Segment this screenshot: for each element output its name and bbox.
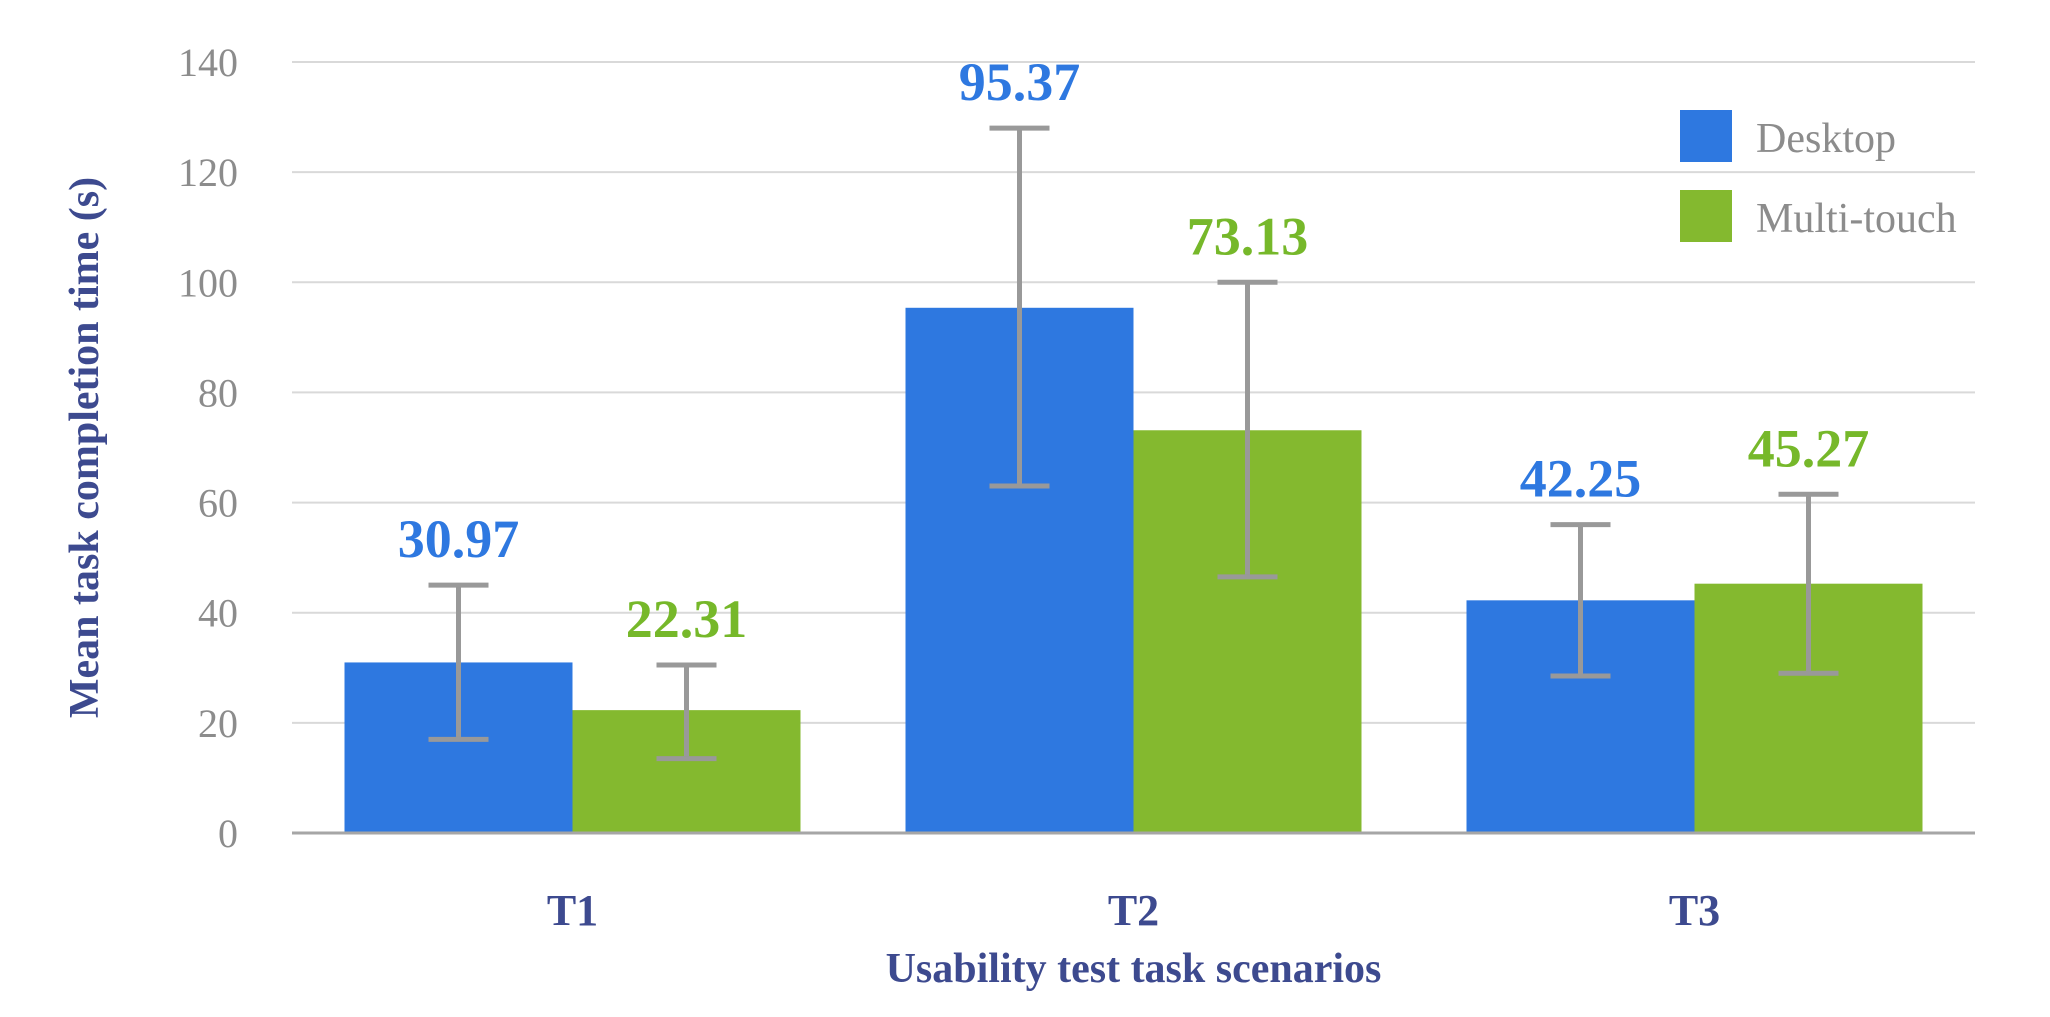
data-labels: 30.97 22.31 95.37 73.13 42.25 45.27 — [398, 52, 1870, 649]
y-tick-label: 0 — [218, 811, 238, 856]
data-label: 95.37 — [959, 52, 1081, 112]
y-tick-label: 40 — [198, 591, 238, 636]
x-tick-label: T1 — [547, 886, 598, 935]
y-tick-label: 20 — [198, 701, 238, 746]
data-label: 22.31 — [626, 589, 748, 649]
y-tick-label: 80 — [198, 370, 238, 415]
data-label: 30.97 — [398, 509, 520, 569]
legend-swatch — [1680, 190, 1732, 242]
y-tick-label: 60 — [198, 481, 238, 526]
x-tick-label: T2 — [1108, 886, 1159, 935]
legend: Desktop Multi-touch — [1680, 110, 1957, 242]
y-axis-ticks: 0 20 40 60 80 100 120 140 — [178, 40, 238, 856]
x-tick-label: T3 — [1669, 886, 1720, 935]
y-axis-title: Mean task completion time (s) — [62, 177, 108, 718]
error-bars — [428, 125, 1839, 762]
x-axis-categories: T1 T2 T3 — [547, 886, 1720, 935]
data-label: 42.25 — [1520, 449, 1642, 509]
bars — [344, 307, 1923, 833]
y-tick-label: 140 — [178, 40, 238, 85]
legend-label: Multi-touch — [1756, 196, 1957, 242]
y-tick-label: 120 — [178, 150, 238, 195]
data-label: 45.27 — [1748, 418, 1870, 478]
data-label: 73.13 — [1187, 206, 1309, 266]
y-tick-label: 100 — [178, 260, 238, 305]
x-axis-title: Usability test task scenarios — [886, 946, 1382, 992]
legend-swatch — [1680, 110, 1732, 162]
legend-label: Desktop — [1756, 116, 1896, 162]
